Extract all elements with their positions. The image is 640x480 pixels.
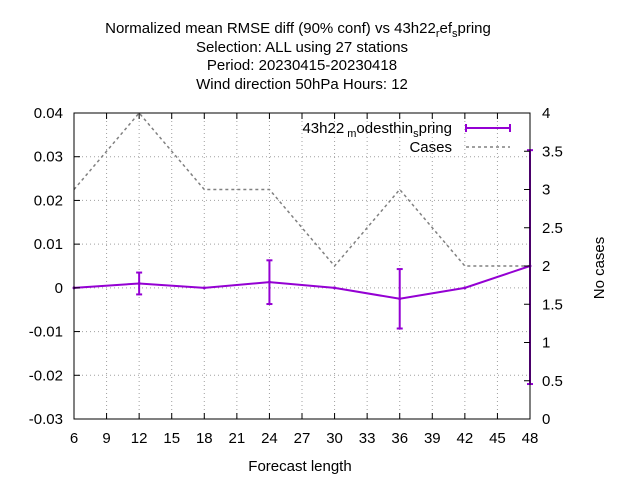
main-point [202,286,206,290]
x-axis-title: Forecast length [248,458,351,475]
title-line-main: Normalized mean RMSE diff (90% conf) vs … [105,20,491,40]
legend-sample-main [465,124,511,132]
y2-tick-label: 0 [542,411,550,428]
series-main [72,149,533,386]
x-tick-label: 9 [102,430,110,447]
y-tick-label: -0.03 [29,411,63,428]
x-tick-labels: 6 9 12 15 18 21 24 27 30 33 36 39 42 45 48 [70,430,539,447]
y2-tick-label: 4 [542,105,550,122]
main-point [398,297,402,301]
legend-label-cases: Cases [409,139,452,156]
y2-tick-label: 0.5 [542,373,563,390]
legend-sub-2: s [413,128,419,140]
y2-tick-label: 1.5 [542,296,563,313]
y2-tick-label: 2.5 [542,220,563,237]
main-point [267,280,271,284]
y2-tick-labels: 0 0.5 1 1.5 2 2.5 3 3.5 4 [542,105,563,428]
y-tick-label: 0.04 [34,105,63,122]
y-tick-label: 0.02 [34,192,63,209]
legend-part-b: odesthin [356,120,413,137]
y2-tick-label: 2 [542,258,550,275]
y-tick-label: -0.01 [29,324,63,341]
legend-part-a: 43h22 [302,120,344,137]
x-tick-label: 6 [70,430,78,447]
legend-sub-1: m [344,128,356,140]
x-tick-label: 48 [522,430,539,447]
main-point [137,281,141,285]
x-tick-label: 36 [391,430,408,447]
y2-axis-title: No cases [591,237,608,300]
main-point [333,286,337,290]
y2-tick-label: 1 [542,335,550,352]
x-tick-label: 27 [294,430,311,447]
title-sub-1: r [436,28,440,40]
y-tick-label: 0.03 [34,149,63,166]
x-tick-label: 18 [196,430,213,447]
x-tick-label: 15 [163,430,180,447]
y-tick-label: -0.02 [29,367,63,384]
x-tick-label: 33 [359,430,376,447]
x-tick-label: 39 [424,430,441,447]
x-tick-label: 21 [229,430,246,447]
chart-title: Normalized mean RMSE diff (90% conf) vs … [105,20,491,93]
legend: 43h22 modesthinspring Cases [302,120,511,156]
y2-tick-label: 3 [542,182,550,199]
legend-part-c: pring [419,120,452,137]
x-tick-label: 42 [457,430,474,447]
x-tick-label: 12 [131,430,148,447]
title-line-parameter: Wind direction 50hPa Hours: 12 [196,76,408,93]
y-tick-label: 0.01 [34,236,63,253]
y-tick-labels: -0.03 -0.02 -0.01 0 0.01 0.02 0.03 0.04 [29,105,63,428]
y2-tick-label: 3.5 [542,143,563,160]
y-tick-label: 0 [55,280,63,297]
title-main-text: Normalized mean RMSE diff (90% conf) vs … [105,20,436,37]
title-line-period: Period: 20230415-20230418 [207,57,397,74]
grid [74,113,530,419]
title-end: pring [458,20,491,37]
x-tick-label: 24 [261,430,278,447]
x-tick-label: 30 [326,430,343,447]
legend-label-main: 43h22 modesthinspring [302,120,452,140]
main-point [463,286,467,290]
title-mid-1: ef [440,20,453,37]
main-line [73,265,531,300]
title-sub-2: s [452,28,458,40]
x-tick-label: 45 [489,430,506,447]
axis-ticks [73,112,531,420]
title-line-selection: Selection: ALL using 27 stations [196,39,408,56]
